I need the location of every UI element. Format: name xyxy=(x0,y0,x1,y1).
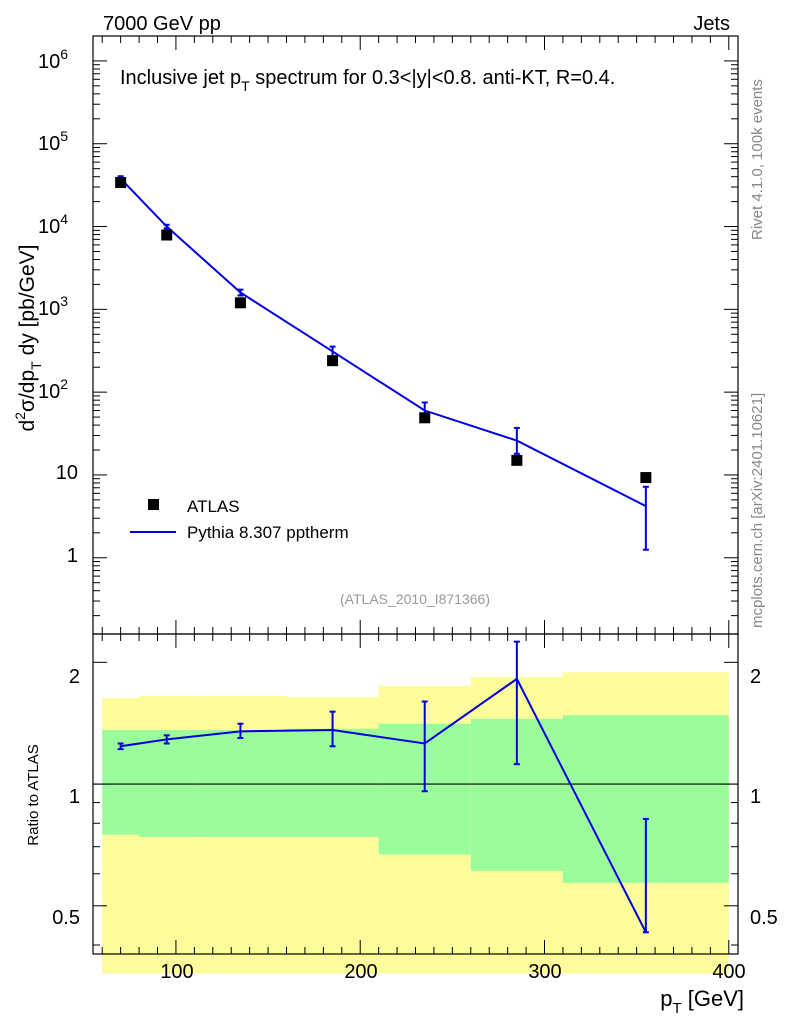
ratio-tick-label-2-left: 2 xyxy=(69,666,80,688)
ratio-tick-label-1-left: 1 xyxy=(69,786,80,808)
header-right: Jets xyxy=(693,13,730,35)
y-tick-label-1: 1 xyxy=(67,545,78,567)
main-axis-ticks xyxy=(93,35,738,634)
y-tick-label-1e4: 104 xyxy=(38,211,68,238)
rivet-label: Rivet 4.1.0, 100k events xyxy=(749,79,766,240)
y-axis-title: d2σ/dpT dy [pb/GeV] xyxy=(12,245,44,432)
atlas-data-point xyxy=(511,454,523,466)
y-tick-label-1e2: 102 xyxy=(38,376,68,403)
legend-label-mc: Pythia 8.307 pptherm xyxy=(187,523,349,542)
ratio-bands xyxy=(93,672,738,974)
ratio-tick-labels: 2 1 0.5 2 1 0.5 xyxy=(52,666,778,929)
ratio-tick-label-2-right: 2 xyxy=(750,666,761,688)
mc-line xyxy=(119,177,647,508)
atlas-data-point xyxy=(419,412,431,424)
main-frame xyxy=(92,35,739,635)
ratio-series xyxy=(117,640,649,934)
atlas-series xyxy=(115,177,652,484)
legend: ATLAS Pythia 8.307 pptherm xyxy=(130,497,349,542)
atlas-data-point xyxy=(640,472,652,484)
x-tick-label-100: 100 xyxy=(160,961,193,983)
y-tick-label-1e3: 103 xyxy=(38,293,68,320)
legend-label-atlas: ATLAS xyxy=(187,497,240,516)
atlas-data-point xyxy=(161,229,173,241)
x-tick-label-200: 200 xyxy=(344,961,377,983)
legend-marker-atlas xyxy=(148,499,159,510)
ratio-axis-ticks xyxy=(93,634,738,954)
x-tick-label-400: 400 xyxy=(712,961,745,983)
mc-series xyxy=(117,175,649,551)
mcplots-label: mcplots.cern.ch [arXiv:2401.10621] xyxy=(749,393,766,628)
y-tick-label-10: 10 xyxy=(56,462,78,484)
ratio-tick-label-05-right: 0.5 xyxy=(750,907,778,929)
x-tick-label-300: 300 xyxy=(528,961,561,983)
atlas-data-point xyxy=(234,297,246,309)
atlas-data-point xyxy=(115,177,127,189)
ratio-tick-label-1-right: 1 xyxy=(750,786,761,808)
ratio-y-axis-title: Ratio to ATLAS xyxy=(25,744,42,845)
ratio-tick-label-05-left: 0.5 xyxy=(52,907,80,929)
chart-title: Inclusive jet pT spectrum for 0.3<|y|<0.… xyxy=(120,67,615,94)
y-tick-label-1e5: 105 xyxy=(38,128,68,155)
x-axis-title: pT [GeV] xyxy=(660,986,744,1017)
header-left: 7000 GeV pp xyxy=(103,13,221,35)
atlas-data-point xyxy=(327,355,339,367)
y-tick-label-1e6: 106 xyxy=(38,46,68,73)
y-tick-labels: 1 10 102 103 104 105 106 xyxy=(38,46,78,567)
analysis-id: (ATLAS_2010_I871366) xyxy=(340,591,490,607)
x-tick-labels: 100 200 300 400 xyxy=(160,961,745,983)
